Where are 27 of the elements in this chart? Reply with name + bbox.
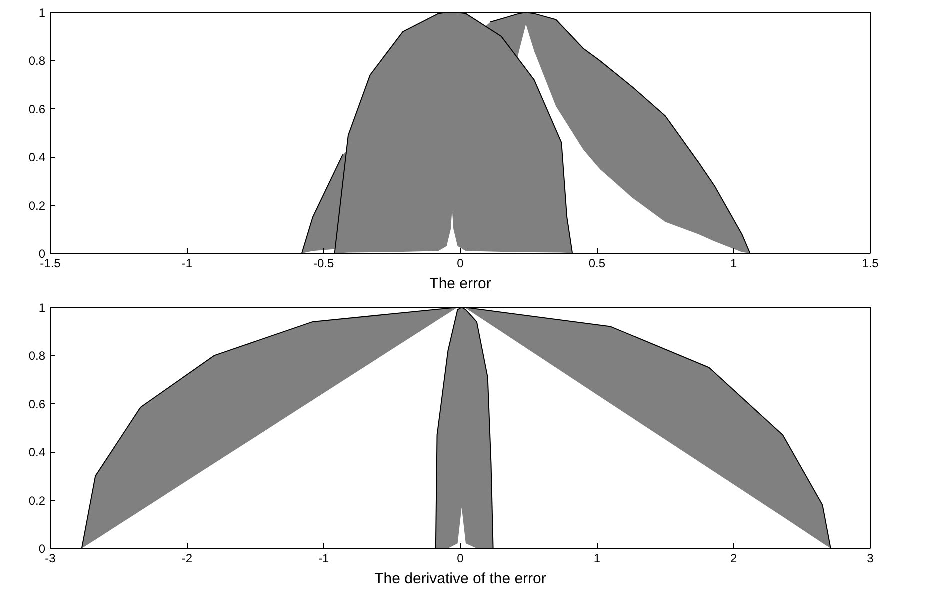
x-tick-label: 1 bbox=[594, 552, 601, 566]
x-tick-label: -1 bbox=[318, 552, 330, 566]
x-tick-label: 1.5 bbox=[862, 256, 880, 270]
y-tick-label: 0.6 bbox=[28, 397, 46, 412]
y-tick-label: 1 bbox=[38, 6, 46, 20]
x-tick-label: -1 bbox=[182, 256, 193, 270]
x-tick-label: 2 bbox=[730, 552, 738, 566]
y-tick-label: 0.8 bbox=[28, 349, 46, 364]
y-tick-label: 1 bbox=[38, 301, 46, 315]
y-tick-label: 0.4 bbox=[28, 150, 46, 165]
x-tick-label: -2 bbox=[182, 552, 193, 566]
y-tick-label: 0 bbox=[38, 247, 46, 261]
x-tick-label: -0.5 bbox=[313, 256, 334, 270]
x-axis-title: The derivative of the error bbox=[374, 570, 546, 588]
y-tick-label: 0.2 bbox=[28, 494, 46, 508]
x-tick-label: 3 bbox=[867, 552, 874, 566]
y-tick-label: 0.8 bbox=[28, 54, 46, 68]
x-tick-label: 1 bbox=[730, 256, 738, 270]
y-tick-label: 0.2 bbox=[28, 198, 46, 213]
x-tick-label: -3 bbox=[45, 552, 56, 566]
x-tick-label: 0 bbox=[457, 552, 464, 566]
y-tick-label: 0.6 bbox=[28, 102, 46, 116]
y-tick-label: 0 bbox=[38, 542, 46, 556]
x-tick-label: 0.5 bbox=[588, 256, 606, 270]
y-tick-label: 0.4 bbox=[28, 446, 46, 460]
x-axis-title: The error bbox=[430, 276, 492, 292]
x-tick-label: 0 bbox=[457, 256, 464, 270]
